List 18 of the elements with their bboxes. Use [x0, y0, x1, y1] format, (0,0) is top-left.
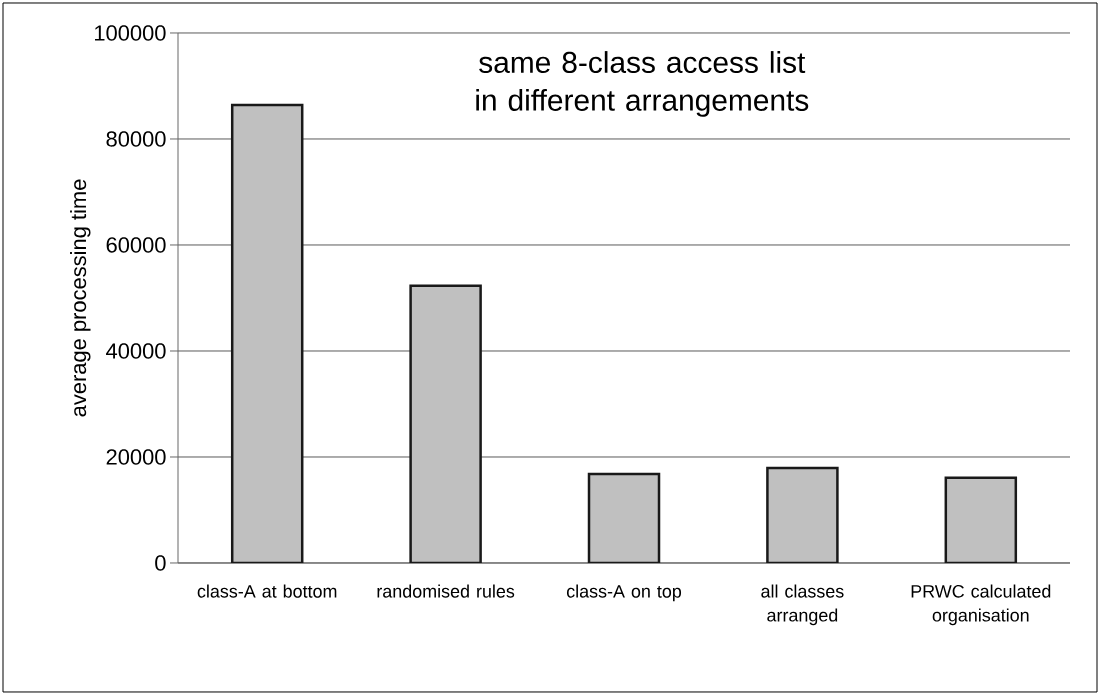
y-tick-label: 20000	[106, 449, 166, 465]
x-tick-label: class-A on top	[566, 584, 682, 602]
text: same 8-class access list in different arrangements	[476, 51, 809, 117]
x-tick-label: all classes arranged	[761, 584, 844, 626]
bar	[766, 466, 839, 563]
bar	[230, 103, 304, 563]
bar	[409, 284, 482, 563]
x-tick-label: PRWC calculated organisation	[911, 584, 1051, 626]
y-axis-title: average processing time	[70, 179, 91, 417]
y-tick-label: 0	[155, 555, 166, 571]
x-tick-label: class-A at bottom	[197, 584, 337, 598]
y-tick-label: 60000	[106, 237, 166, 253]
y-tick-label: 80000	[106, 131, 166, 147]
bar	[944, 476, 1018, 563]
x-tick-label: randomised rules	[377, 584, 515, 598]
y-tick-label: 40000	[106, 343, 166, 359]
y-tick-label: 100000	[95, 25, 166, 41]
bar	[587, 472, 661, 563]
